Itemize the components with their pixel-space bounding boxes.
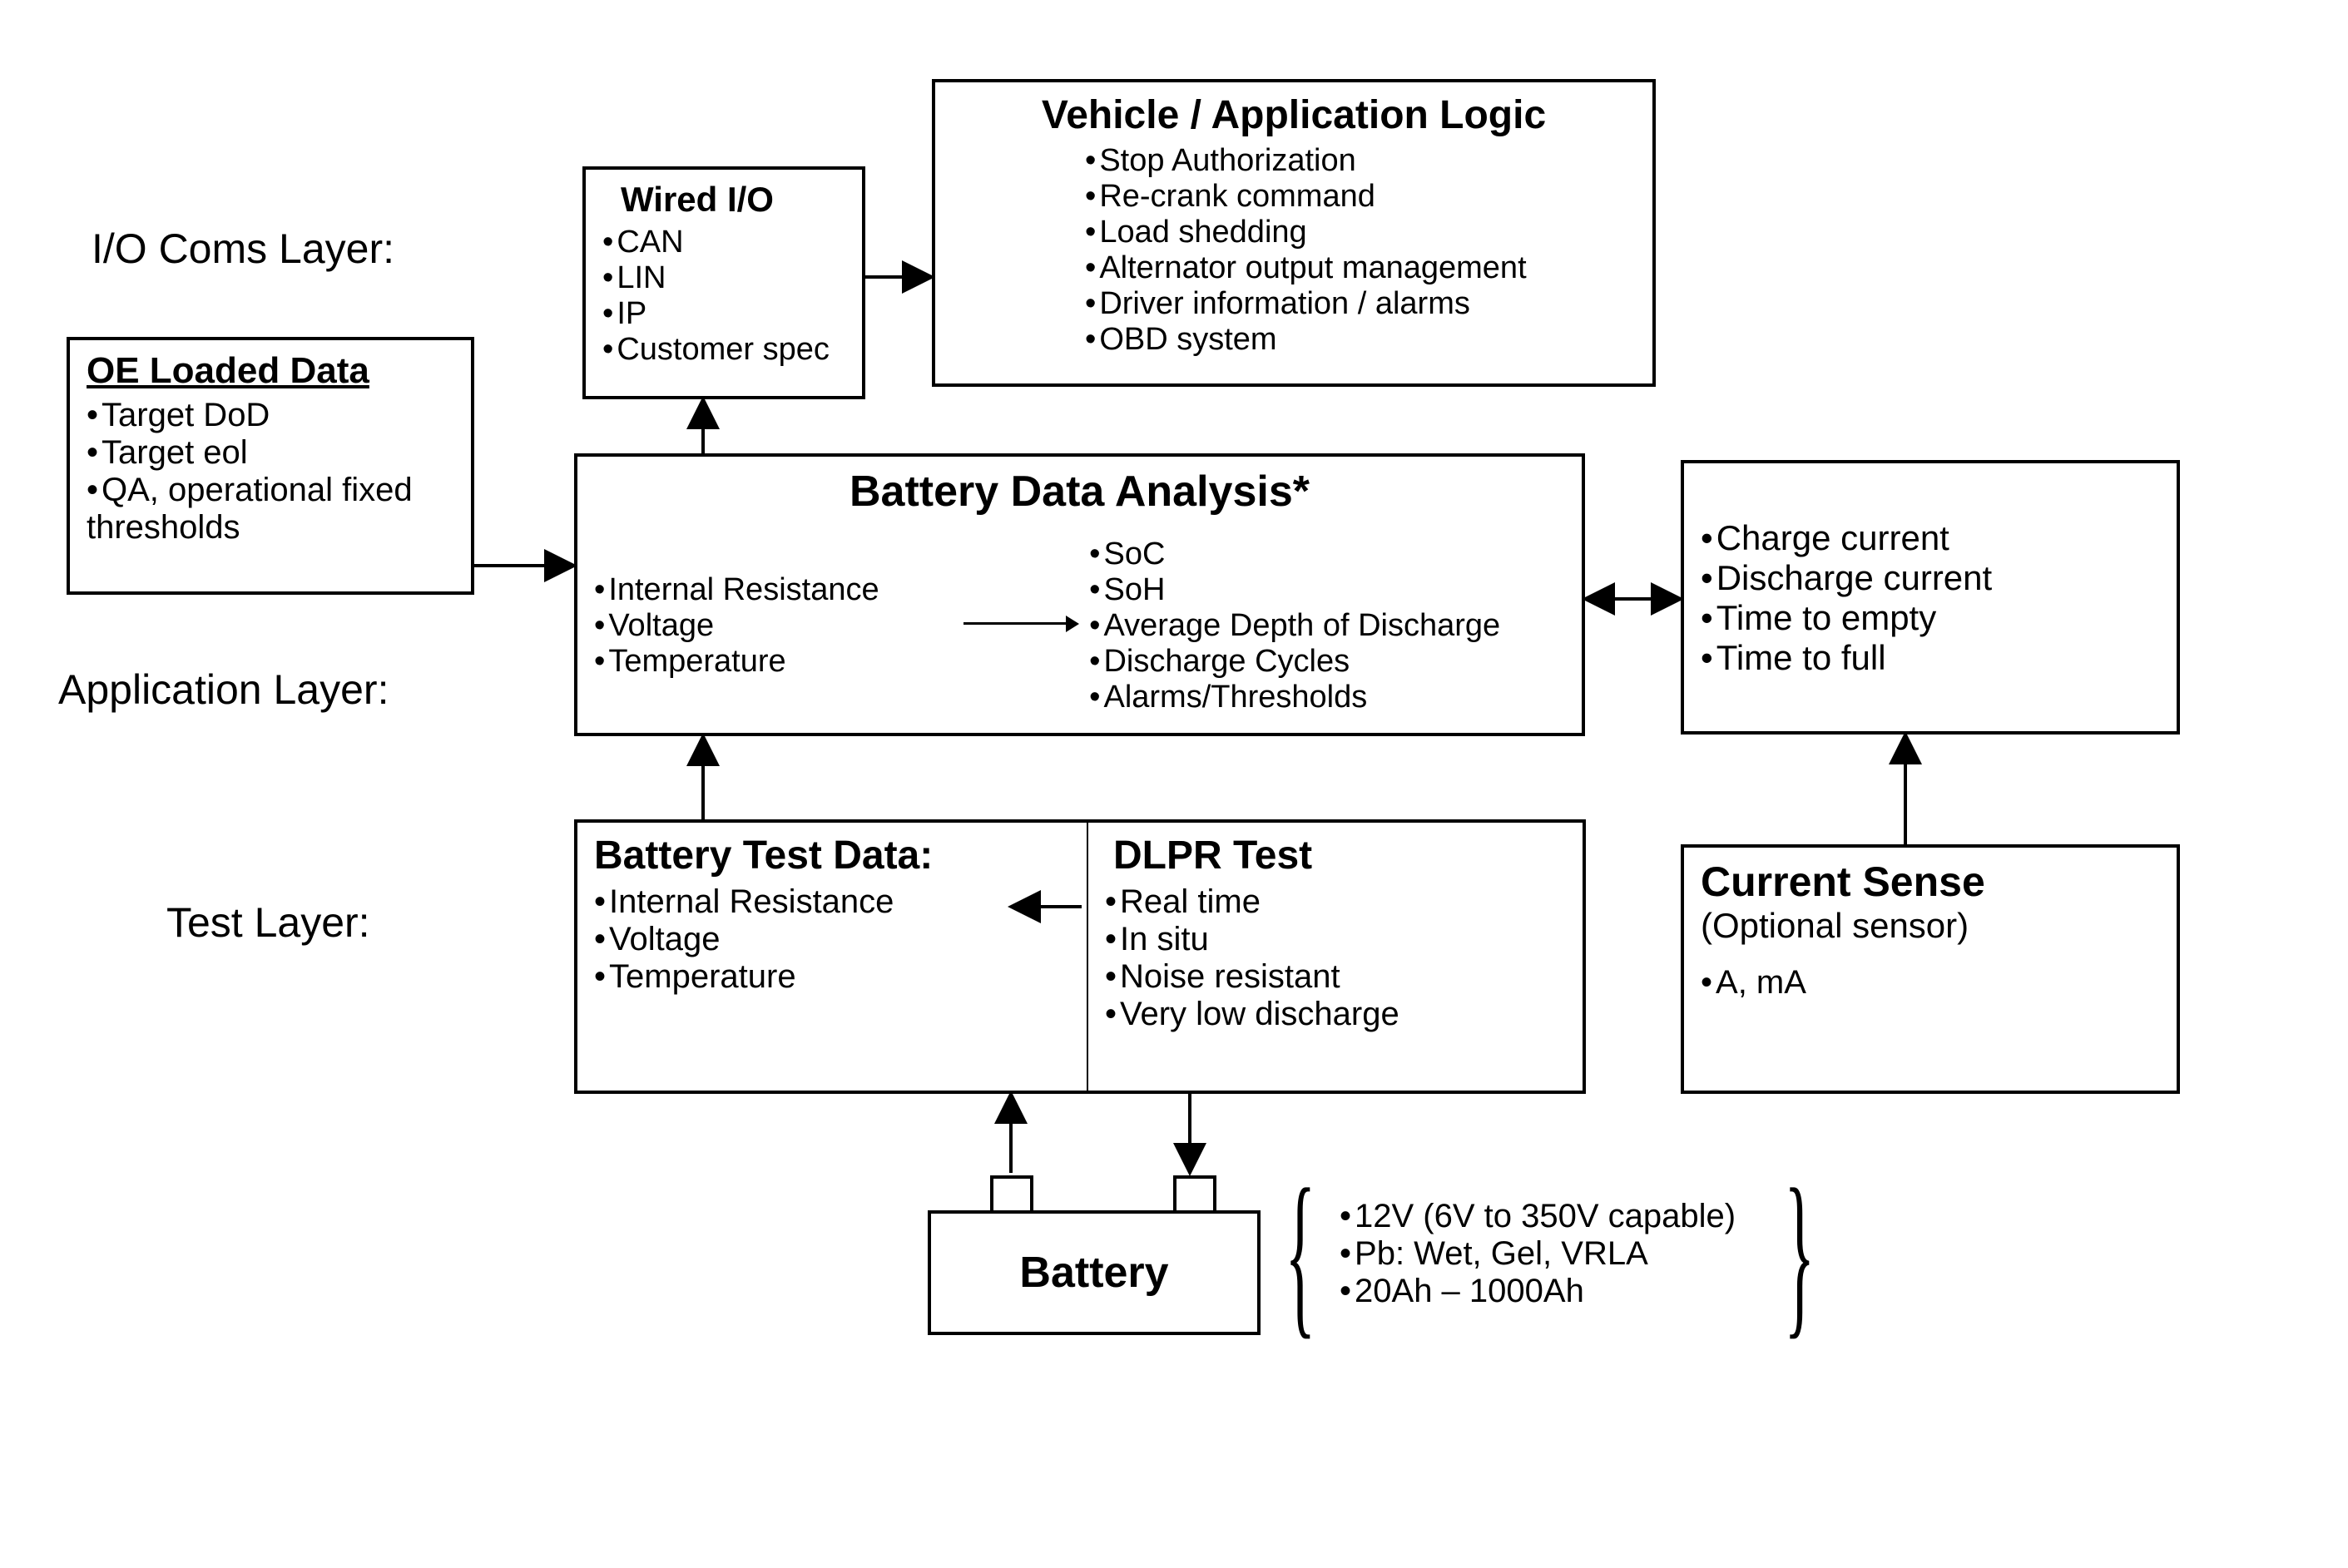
- list-item: Alarms/Thresholds: [1089, 680, 1565, 715]
- list-item: Temperature: [594, 958, 1072, 996]
- btd-title: Battery Test Data:: [594, 833, 1072, 878]
- layer-label-test: Test Layer:: [166, 898, 370, 947]
- bda-right-items: SoCSoHAverage Depth of DischargeDischarg…: [1089, 537, 1565, 715]
- list-item: IP: [602, 296, 845, 332]
- layer-label-app: Application Layer:: [58, 665, 389, 714]
- current-sense-subtitle: (Optional sensor): [1701, 906, 2160, 946]
- list-item: Alternator output management: [1085, 250, 1636, 286]
- list-item: Driver information / alarms: [1085, 286, 1636, 322]
- oe-title: OE Loaded Data: [87, 350, 454, 392]
- battery-terminal-icon: [1173, 1175, 1216, 1210]
- bda-title: Battery Data Analysis*: [594, 467, 1565, 517]
- dlpr-items: Real timeIn situNoise resistantVery low …: [1105, 883, 1566, 1033]
- vehicle-logic-title: Vehicle / Application Logic: [952, 92, 1636, 138]
- oe-loaded-data-box: OE Loaded Data Target DoDTarget eolQA, o…: [67, 337, 474, 595]
- list-item: Pb: Wet, Gel, VRLA: [1340, 1235, 1736, 1273]
- list-item: SoH: [1089, 572, 1565, 608]
- wired-io-title: Wired I/O: [602, 180, 845, 220]
- outputs-items: Charge currentDischarge currentTime to e…: [1701, 518, 2160, 678]
- list-item: QA, operational fixed thresholds: [87, 472, 454, 547]
- list-item: 12V (6V to 350V capable): [1340, 1198, 1736, 1235]
- list-item: Target eol: [87, 434, 454, 472]
- list-item: Time to full: [1701, 638, 2160, 678]
- list-item: Average Depth of Discharge: [1089, 608, 1565, 644]
- vehicle-logic-box: Vehicle / Application Logic Stop Authori…: [932, 79, 1656, 387]
- bda-left-items: Internal ResistanceVoltageTemperature: [594, 572, 954, 680]
- list-item: Voltage: [594, 608, 954, 644]
- outputs-box: Charge currentDischarge currentTime to e…: [1681, 460, 2180, 735]
- list-item: SoC: [1089, 537, 1565, 572]
- list-item: Noise resistant: [1105, 958, 1566, 996]
- oe-items: Target DoDTarget eolQA, operational fixe…: [87, 397, 454, 547]
- list-item: Stop Authorization: [1085, 143, 1636, 179]
- dlpr-title: DLPR Test: [1105, 833, 1566, 878]
- battery-box: Battery: [928, 1210, 1261, 1335]
- dlpr-test-box: DLPR Test Real timeIn situNoise resistan…: [1087, 819, 1586, 1094]
- list-item: Real time: [1105, 883, 1566, 921]
- battery-specs: 12V (6V to 350V capable)Pb: Wet, Gel, VR…: [1340, 1198, 1736, 1310]
- list-item: Charge current: [1701, 518, 2160, 558]
- list-item: In situ: [1105, 921, 1566, 958]
- list-item: Very low discharge: [1105, 996, 1566, 1033]
- list-item: Internal Resistance: [594, 572, 954, 608]
- list-item: 20Ah – 1000Ah: [1340, 1273, 1736, 1310]
- brace-right-icon: }: [1784, 1148, 1815, 1358]
- brace-left-icon: {: [1285, 1148, 1315, 1358]
- wired-io-box: Wired I/O CANLINIPCustomer spec: [582, 166, 865, 399]
- list-item: Customer spec: [602, 332, 845, 368]
- battery-data-analysis-box: Battery Data Analysis* Internal Resistan…: [574, 453, 1585, 736]
- list-item: Discharge current: [1701, 558, 2160, 598]
- list-item: Re-crank command: [1085, 179, 1636, 215]
- list-item: A, mA: [1701, 964, 2160, 1002]
- battery-test-data-box: Battery Test Data: Internal ResistanceVo…: [574, 819, 1090, 1094]
- list-item: Load shedding: [1085, 215, 1636, 250]
- current-sense-box: Current Sense (Optional sensor) A, mA: [1681, 844, 2180, 1094]
- list-item: OBD system: [1085, 322, 1636, 358]
- arrow-icon: [954, 616, 1089, 632]
- diagram-canvas: I/O Coms Layer: Application Layer: Test …: [0, 0, 2348, 1568]
- list-item: Discharge Cycles: [1089, 644, 1565, 680]
- list-item: Voltage: [594, 921, 1072, 958]
- layer-label-io: I/O Coms Layer:: [92, 225, 394, 273]
- battery-terminal-icon: [990, 1175, 1033, 1210]
- list-item: Temperature: [594, 644, 954, 680]
- battery-label: Battery: [1019, 1248, 1168, 1298]
- vehicle-logic-items: Stop AuthorizationRe-crank commandLoad s…: [952, 143, 1636, 358]
- list-item: Target DoD: [87, 397, 454, 434]
- current-sense-items: A, mA: [1701, 964, 2160, 1002]
- list-item: LIN: [602, 260, 845, 296]
- list-item: Internal Resistance: [594, 883, 1072, 921]
- wired-io-items: CANLINIPCustomer spec: [602, 225, 845, 368]
- list-item: Time to empty: [1701, 598, 2160, 638]
- btd-items: Internal ResistanceVoltageTemperature: [594, 883, 1072, 996]
- current-sense-title: Current Sense: [1701, 858, 2160, 906]
- list-item: CAN: [602, 225, 845, 260]
